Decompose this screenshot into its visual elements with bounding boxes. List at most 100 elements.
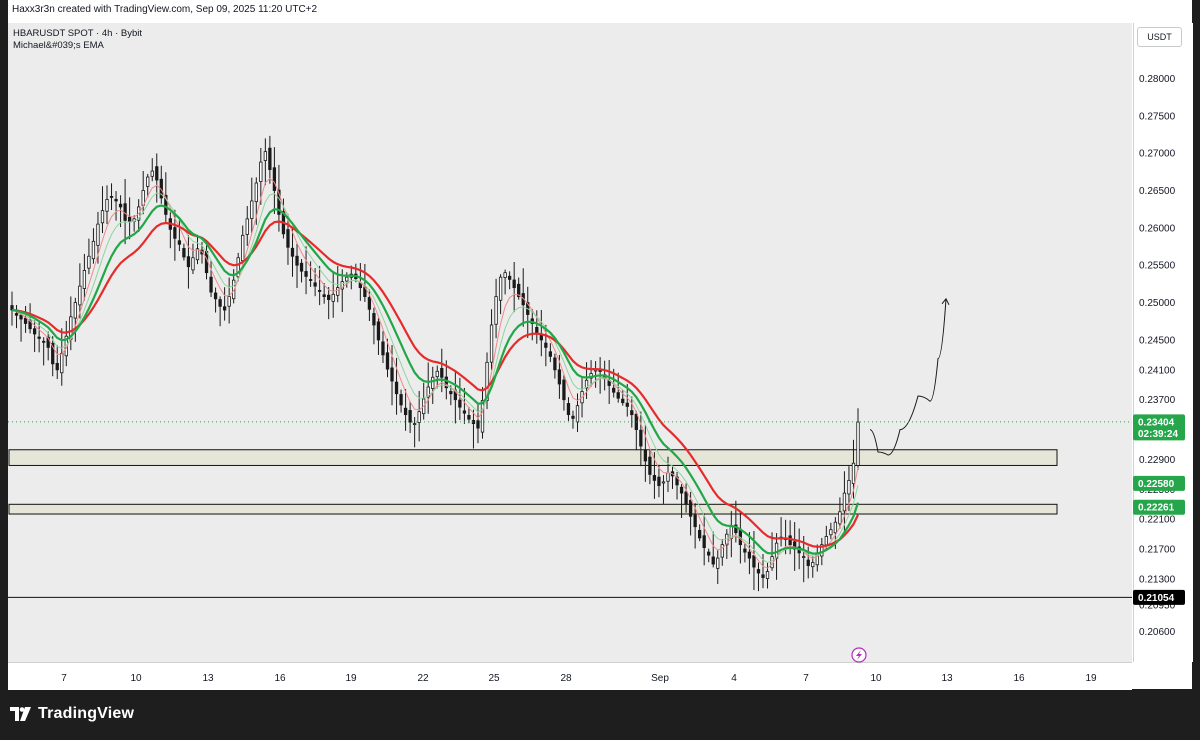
candle-body[interactable] <box>693 514 697 528</box>
candle-body[interactable] <box>331 293 335 302</box>
candle-body[interactable] <box>218 299 222 307</box>
candle-body[interactable] <box>327 294 331 300</box>
candle-body[interactable] <box>259 161 263 182</box>
candle-body[interactable] <box>308 279 313 281</box>
candle-body[interactable] <box>55 362 59 371</box>
candle-body[interactable] <box>340 281 344 290</box>
candle-body[interactable] <box>612 387 616 393</box>
candle-body[interactable] <box>14 313 19 316</box>
candle-body[interactable] <box>806 559 810 566</box>
candle-body[interactable] <box>232 279 236 300</box>
candle-body[interactable] <box>743 548 747 553</box>
candle-body[interactable] <box>304 271 308 277</box>
candle-body[interactable] <box>317 290 322 292</box>
candle-body[interactable] <box>177 240 182 245</box>
candle-body[interactable] <box>485 361 489 401</box>
support-zone[interactable] <box>8 503 1058 515</box>
candle-body[interactable] <box>435 370 439 378</box>
candle-body[interactable] <box>60 352 64 374</box>
candle-body[interactable] <box>118 203 123 208</box>
candle-body[interactable] <box>412 423 417 426</box>
candle-body[interactable] <box>734 524 738 534</box>
candle-body[interactable] <box>100 210 105 224</box>
candle-body[interactable] <box>263 151 267 161</box>
candle-body[interactable] <box>711 556 715 565</box>
candle-body[interactable] <box>19 314 23 320</box>
candle-body[interactable] <box>856 421 860 466</box>
candle-body[interactable] <box>707 551 711 556</box>
candle-body[interactable] <box>630 410 634 416</box>
candle-body[interactable] <box>494 296 498 325</box>
candle-body[interactable] <box>91 240 96 260</box>
candle-body[interactable] <box>811 562 815 568</box>
candle-body[interactable] <box>51 342 55 365</box>
candle-body[interactable] <box>123 203 127 221</box>
candle-body[interactable] <box>73 302 77 319</box>
candle-body[interactable] <box>82 270 87 289</box>
candle-body[interactable] <box>512 279 516 289</box>
candle-body[interactable] <box>295 255 299 266</box>
candle-body[interactable] <box>23 317 28 324</box>
candle-body[interactable] <box>666 472 670 482</box>
candle-body[interactable] <box>851 462 856 484</box>
candle-body[interactable] <box>186 256 191 268</box>
candle-body[interactable] <box>716 557 720 569</box>
candle-body[interactable] <box>127 216 132 223</box>
candle-body[interactable] <box>661 481 666 484</box>
symbol-legend[interactable]: HBARUSDT SPOT · 4h · Bybit <box>13 28 142 39</box>
candle-body[interactable] <box>440 367 444 378</box>
candle-body[interactable] <box>747 551 752 559</box>
indicator-legend[interactable]: Michael&#039;s EMA <box>13 40 104 51</box>
candle-body[interactable] <box>444 376 448 389</box>
plot-area[interactable] <box>8 23 1132 662</box>
candle-body[interactable] <box>643 449 648 462</box>
candle-body[interactable] <box>584 379 589 389</box>
candle-body[interactable] <box>182 248 186 258</box>
candle-body[interactable] <box>639 429 643 447</box>
lightning-event-icon[interactable] <box>851 647 867 663</box>
candle-body[interactable] <box>236 257 240 278</box>
candle-body[interactable] <box>476 420 480 429</box>
candle-body[interactable] <box>381 341 385 356</box>
candle-body[interactable] <box>173 227 177 239</box>
candle-body[interactable] <box>508 275 512 280</box>
candle-body[interactable] <box>250 200 254 219</box>
candle-body[interactable] <box>345 276 349 282</box>
candle-body[interactable] <box>517 283 521 297</box>
candle-body[interactable] <box>403 407 408 416</box>
candle-body[interactable] <box>109 196 114 198</box>
candle-body[interactable] <box>313 282 317 287</box>
candle-body[interactable] <box>598 370 602 372</box>
candle-body[interactable] <box>336 287 340 296</box>
candle-body[interactable] <box>498 276 503 301</box>
candle-body[interactable] <box>489 324 494 363</box>
ema-fast-line[interactable] <box>11 220 859 548</box>
candle-body[interactable] <box>652 475 657 481</box>
candle-body[interactable] <box>390 367 394 382</box>
candle-body[interactable] <box>480 400 485 433</box>
candle-body[interactable] <box>684 491 688 505</box>
candle-body[interactable] <box>96 223 100 246</box>
candle-body[interactable] <box>535 327 539 333</box>
candle-body[interactable] <box>833 521 838 534</box>
candle-body[interactable] <box>268 147 272 170</box>
candle-body[interactable] <box>566 403 571 416</box>
candle-body[interactable] <box>431 376 435 389</box>
candle-body[interactable] <box>272 167 277 191</box>
currency-button[interactable]: USDT <box>1137 27 1182 47</box>
candle-body[interactable] <box>503 272 507 278</box>
candle-body[interactable] <box>562 379 566 401</box>
candle-body[interactable] <box>155 166 159 181</box>
candle-body[interactable] <box>46 336 50 348</box>
candle-body[interactable] <box>367 297 372 310</box>
candle-body[interactable] <box>78 285 82 306</box>
candle-body[interactable] <box>553 357 557 371</box>
candle-body[interactable] <box>756 569 761 574</box>
candle-body[interactable] <box>254 182 258 203</box>
ema-slow-line[interactable] <box>11 204 860 555</box>
candle-body[interactable] <box>426 386 430 398</box>
candle-body[interactable] <box>838 511 842 525</box>
candle-body[interactable] <box>557 369 562 385</box>
candle-body[interactable] <box>32 328 37 335</box>
candle-body[interactable] <box>824 536 828 546</box>
